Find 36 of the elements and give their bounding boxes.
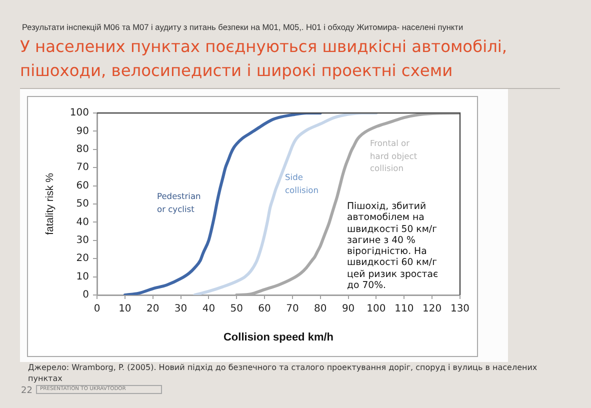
x-tick-label: 130 [450,304,470,315]
chart-title: У населених пунктах поєднуються швидкісні автомобілі, пішоходи, велосипедисти і широкі проектні схеми [20,36,508,82]
y-tick-label: 40 [76,216,89,228]
x-tick-label: 60 [258,304,271,315]
x-tick-label: 80 [314,304,327,315]
y-tick-label: 100 [70,108,89,119]
series-label: Side collision [285,171,320,196]
y-tick-label: 0 [82,290,89,301]
x-tick-label: 30 [174,304,188,315]
y-axis-title: fatality risk % [44,173,56,235]
series-label: Pedestrian or cyclist [157,190,202,215]
chart-subtitle: Результати інспекцій М06 та М07 і аудиту з питань безпеки на М01, М05,. Н01 і обходу Житомира- населені пункти [22,22,464,32]
text: 22 [21,386,32,396]
x-axis-title: Collision speed km/h [223,331,334,344]
y-tick-label: 10 [76,271,89,282]
x-tick-label: 50 [230,304,243,315]
x-tick-label: 70 [286,304,299,315]
x-tick-label: 120 [422,304,442,315]
y-tick-label: 30 [76,234,89,246]
y-tick-label: 20 [76,253,89,264]
x-tick-label: 100 [366,304,386,315]
x-tick-label: 20 [146,304,160,315]
y-tick-label: 70 [76,162,89,174]
x-tick-label: 0 [94,304,100,315]
y-tick-label: 90 [76,126,89,137]
x-tick-label: 110 [394,304,414,315]
text: Джерело: Wramborg, P. (2005). Новий підхід до безпечного та сталого проектування доріг, споруд і вулиць в населених пунктах [28,363,538,384]
x-tick-label: 10 [118,304,132,315]
series-label: Frontal or hard object collision [370,137,418,174]
line-series [123,113,322,295]
x-tick-label: 90 [342,304,355,315]
y-tick-label: 50 [76,198,89,210]
y-tick-label: 80 [76,144,89,155]
y-tick-label: 60 [76,180,89,192]
x-tick-label: 40 [202,304,216,315]
annotation: Пішохід, збитий автомобілем на швидкості 50 км/г загине з 40 % вірогідністю. На швидкості 60 км/г цей ризик зростає до 70%. [347,201,440,292]
